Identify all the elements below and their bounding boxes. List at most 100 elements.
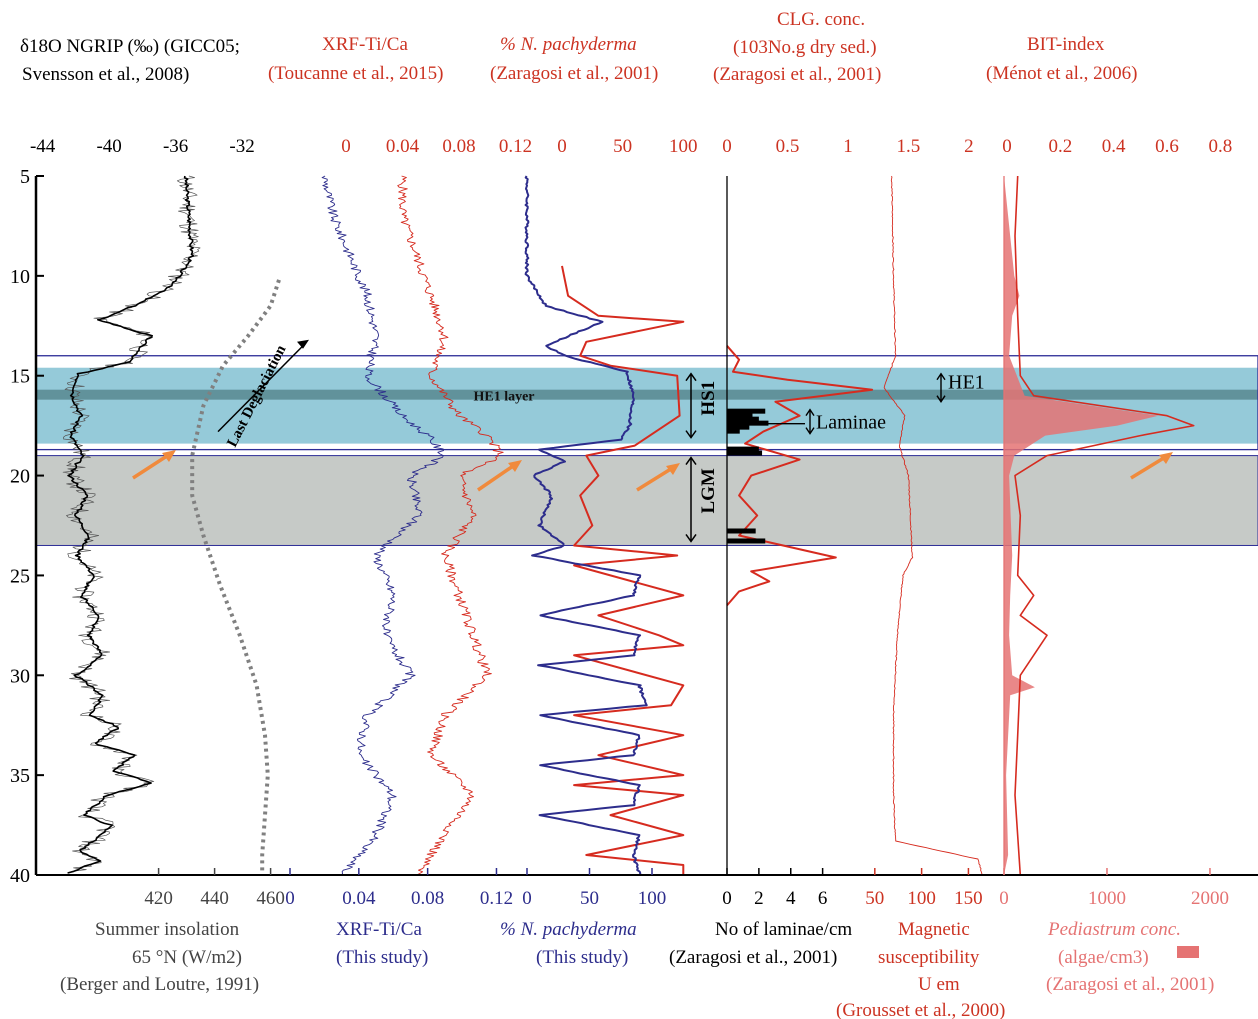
hs1-arrow-head-bottom bbox=[685, 430, 697, 439]
bit-index-line bbox=[1014, 175, 1195, 876]
magsus-bottom-tick-label: 50 bbox=[865, 888, 884, 909]
pediastrum-legend-swatch bbox=[1177, 946, 1199, 958]
clg-top-tick-label: 1 bbox=[843, 136, 853, 157]
laminae-label-1: No of laminae/cm bbox=[715, 919, 852, 940]
orange-arrow-head bbox=[1159, 452, 1173, 464]
xrf-bottom-tick-label: 0 bbox=[285, 888, 295, 909]
lgm-arrow-head-bottom bbox=[685, 534, 697, 543]
ngrip-top-tick-label: -40 bbox=[96, 136, 121, 157]
insolation-label-3: (Berger and Loutre, 1991) bbox=[60, 974, 259, 995]
orange-arrow-line bbox=[636, 465, 675, 492]
deglaciation-arrow-line bbox=[217, 343, 306, 433]
laminae-bottom-tick-label: 4 bbox=[786, 888, 796, 909]
xrf-bottom-label-1: XRF-Ti/Ca bbox=[336, 919, 422, 940]
orange-arrow-head bbox=[162, 450, 176, 462]
orange-arrow-line bbox=[477, 462, 517, 492]
ngrip-label-2: Svensson et al., 2008) bbox=[22, 64, 189, 85]
series-layer bbox=[62, 175, 1195, 876]
pediastrum-label-2: (algae/cm3) bbox=[1058, 947, 1149, 968]
clg-top-tick-label: 0.5 bbox=[776, 136, 800, 157]
pachy-top-tick-label: 50 bbox=[613, 136, 632, 157]
time-bands bbox=[35, 355, 1258, 546]
laminae-bottom-tick-label: 0 bbox=[722, 888, 732, 909]
hs1-label: HS1 bbox=[698, 381, 719, 416]
orange-arrow-line bbox=[1130, 454, 1168, 480]
pachy-bottom-label-1: % N. pachyderma bbox=[500, 919, 637, 940]
magsus-label-3: U em bbox=[918, 974, 960, 995]
clg-top-label-1: CLG. conc. bbox=[777, 9, 865, 30]
laminae-label: Laminae bbox=[816, 412, 886, 434]
deglaciation-arrow-head bbox=[297, 339, 309, 349]
ngrip-label-1: δ18O NGRIP (‰) (GICC05; bbox=[20, 36, 240, 57]
y-tick-label: 30 bbox=[10, 665, 30, 687]
pediastrum-bottom-tick-label: 1000 bbox=[1088, 888, 1126, 909]
magsus-line bbox=[883, 175, 983, 876]
pachy-bottom-tick-label: 100 bbox=[638, 888, 667, 909]
y-tick-label: 25 bbox=[10, 565, 30, 587]
insolation-label-2: 65 °N (W/m2) bbox=[132, 947, 242, 968]
clg-top-tick-label: 1.5 bbox=[897, 136, 921, 157]
pachy-top-label-2: (Zaragosi et al., 2001) bbox=[490, 63, 658, 84]
xrf-bottom-tick-label: 0.12 bbox=[480, 888, 513, 909]
orange-arrow-head bbox=[508, 460, 522, 472]
hs1-arrow-head-top bbox=[685, 372, 697, 382]
xrf-top-label-1: XRF-Ti/Ca bbox=[322, 34, 408, 55]
ngrip-raw-line bbox=[62, 175, 201, 874]
orange-arrow-head bbox=[666, 463, 680, 475]
ngrip-top-tick-label: -36 bbox=[163, 136, 188, 157]
xrf-top-label-2: (Toucanne et al., 2015) bbox=[268, 63, 443, 84]
laminae-bar bbox=[727, 528, 756, 534]
laminae-arrow-head-bottom bbox=[805, 427, 815, 435]
laminae-bottom-tick-label: 2 bbox=[754, 888, 764, 909]
pachy-zaragosi-line bbox=[561, 265, 685, 875]
xrf-top-tick-label: 0 bbox=[341, 136, 351, 157]
insolation-bottom-tick-label: 440 bbox=[200, 888, 229, 909]
laminae-bar bbox=[727, 428, 740, 434]
bit-top-tick-label: 0.6 bbox=[1155, 136, 1179, 157]
pediastrum-bottom-tick-label: 0 bbox=[999, 888, 1009, 909]
clg-top-tick-label: 2 bbox=[964, 136, 974, 157]
pachy-top-tick-label: 0 bbox=[557, 136, 567, 157]
laminae-bar bbox=[727, 538, 766, 544]
bit-top-tick-label: 0.2 bbox=[1048, 136, 1072, 157]
clg-top-label-2: (103No.g dry sed.) bbox=[733, 37, 877, 58]
bit-top-label-2: (Ménot et al., 2006) bbox=[986, 63, 1137, 84]
pachy-bottom-label-2: (This study) bbox=[536, 947, 628, 968]
magsus-label-2: susceptibility bbox=[878, 947, 980, 968]
laminae-bottom-tick-label: 6 bbox=[818, 888, 828, 909]
laminae-bar bbox=[727, 408, 766, 414]
y-tick-label: 40 bbox=[10, 865, 30, 887]
laminae-bar bbox=[727, 446, 759, 452]
y-tick-label: 20 bbox=[10, 466, 30, 488]
bit-top-tick-label: 0.4 bbox=[1102, 136, 1126, 157]
he1-arrow-head-top bbox=[936, 372, 946, 381]
xrf-bottom-tick-label: 0.08 bbox=[411, 888, 444, 909]
insolation-label-1: Summer insolation bbox=[95, 919, 240, 940]
y-tick-label: 5 bbox=[20, 166, 30, 188]
pachy-bottom-tick-label: 0 bbox=[522, 888, 532, 909]
orange-arrow-line bbox=[132, 452, 171, 480]
laminae-arrow-head-top bbox=[805, 408, 815, 417]
pediastrum-bottom-tick-label: 2000 bbox=[1191, 888, 1229, 909]
pachy-bottom-tick-label: 50 bbox=[580, 888, 599, 909]
laminae-bar bbox=[727, 420, 769, 426]
band-he1-layer bbox=[36, 389, 1258, 400]
laminae-bar bbox=[727, 424, 750, 430]
insolation-bottom-tick-label: 420 bbox=[144, 888, 173, 909]
bit-top-tick-label: 0 bbox=[1002, 136, 1012, 157]
ngrip-top-tick-label: -44 bbox=[30, 136, 56, 157]
bottom-labels: Summer insolation 65 °N (W/m2) (Berger a… bbox=[60, 919, 1214, 1019]
insolation-dotted-line bbox=[190, 279, 281, 875]
laminae-bar bbox=[727, 412, 753, 418]
xrf-toucanne-line bbox=[397, 175, 504, 876]
pediastrum-label-3: (Zaragosi et al., 2001) bbox=[1046, 974, 1214, 995]
laminae-bar bbox=[727, 416, 759, 422]
ngrip-smooth-line bbox=[67, 175, 195, 874]
magsus-label-4: (Grousset et al., 2000) bbox=[836, 1000, 1005, 1019]
xrf-top-tick-label: 0.08 bbox=[442, 136, 475, 157]
clg-conc-line bbox=[726, 345, 874, 607]
xrf-thisstudy-line bbox=[321, 175, 444, 876]
lgm-label: LGM bbox=[698, 468, 719, 513]
